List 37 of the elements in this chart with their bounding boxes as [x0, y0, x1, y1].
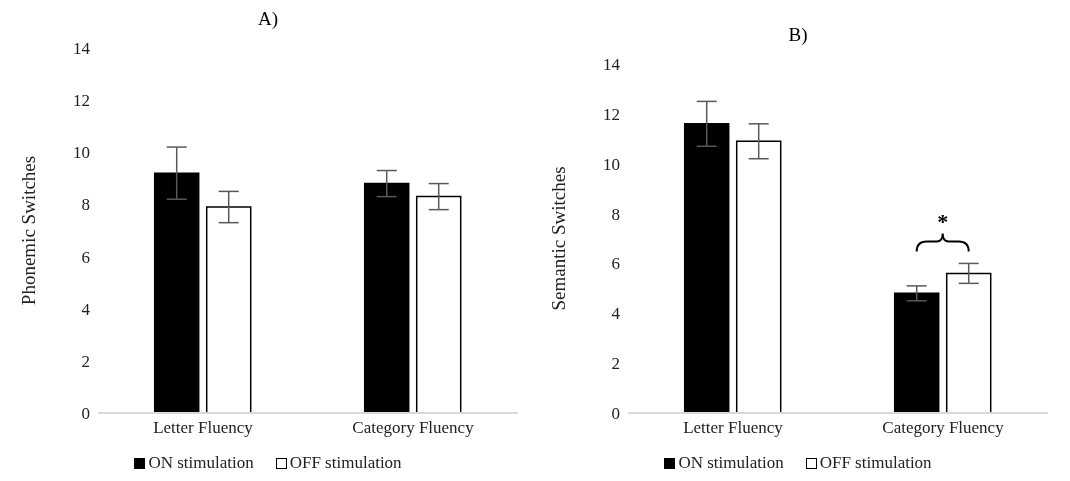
- bar: [683, 123, 730, 413]
- bar: [945, 272, 992, 413]
- y-tick-label: 14: [73, 39, 91, 59]
- y-tick-label: 8: [81, 195, 90, 215]
- bar: [153, 172, 200, 413]
- bar: [415, 195, 462, 413]
- y-tick-label: 12: [603, 104, 620, 124]
- legend-label: ON stimulation: [147, 453, 254, 473]
- legend-label: OFF stimulation: [288, 453, 402, 473]
- y-tick-label: 2: [611, 354, 620, 374]
- x-tick-label: Letter Fluency: [153, 418, 254, 438]
- y-tick-label: 10: [603, 154, 620, 174]
- x-tick-label: Letter Fluency: [683, 418, 784, 438]
- y-tick-label: 4: [81, 299, 91, 319]
- y-tick-label: 10: [73, 143, 90, 163]
- bar: [893, 292, 940, 413]
- x-tick-label: Category Fluency: [882, 418, 1005, 438]
- chart-title: B): [787, 24, 809, 47]
- y-tick-label: 8: [611, 204, 620, 224]
- chart-title: A): [256, 8, 280, 31]
- bar: [363, 182, 410, 413]
- y-tick-label: 4: [611, 304, 621, 324]
- y-tick-label: 12: [73, 91, 90, 111]
- legend-label: OFF stimulation: [818, 453, 932, 473]
- y-tick-label: 2: [81, 351, 90, 371]
- y-tick-label: 0: [81, 404, 90, 424]
- y-axis-title: Semantic Switches: [547, 166, 569, 311]
- y-tick-label: 0: [611, 404, 620, 424]
- bar: [205, 206, 252, 413]
- y-tick-label: 6: [611, 254, 620, 274]
- y-tick-label: 14: [603, 55, 621, 75]
- legend-label: ON stimulation: [677, 453, 784, 473]
- x-tick-label: Category Fluency: [352, 418, 475, 438]
- y-tick-label: 6: [81, 247, 90, 267]
- bar: [735, 140, 782, 413]
- annotation: *: [937, 209, 949, 235]
- y-axis-title: Phonemic Switches: [17, 155, 39, 306]
